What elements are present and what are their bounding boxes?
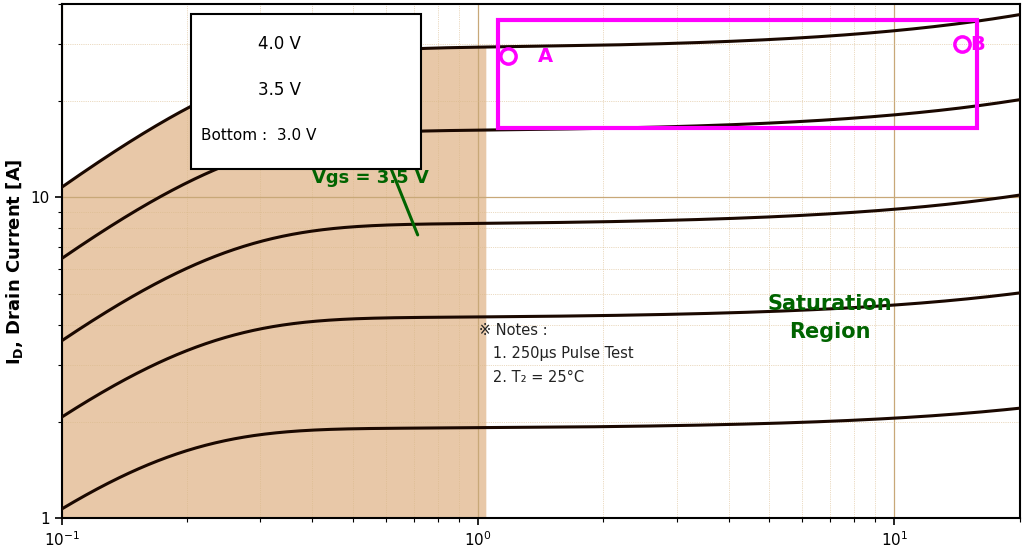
Text: Vgs = 3.5 V: Vgs = 3.5 V bbox=[312, 169, 429, 187]
Text: 4.0 V: 4.0 V bbox=[258, 35, 301, 53]
Text: 3.5 V: 3.5 V bbox=[258, 81, 301, 100]
Text: A: A bbox=[538, 47, 553, 66]
FancyBboxPatch shape bbox=[191, 14, 421, 169]
Y-axis label: $\mathregular{I_D}$, Drain Current [A]: $\mathregular{I_D}$, Drain Current [A] bbox=[4, 158, 26, 364]
Text: B: B bbox=[971, 35, 985, 54]
Text: Bottom :  3.0 V: Bottom : 3.0 V bbox=[201, 128, 316, 143]
Text: Saturation
Region: Saturation Region bbox=[768, 294, 892, 342]
Text: ※ Notes :
   1. 250μs Pulse Test
   2. T₂ = 25°C: ※ Notes : 1. 250μs Pulse Test 2. T₂ = 25… bbox=[478, 323, 633, 385]
Polygon shape bbox=[61, 47, 485, 518]
